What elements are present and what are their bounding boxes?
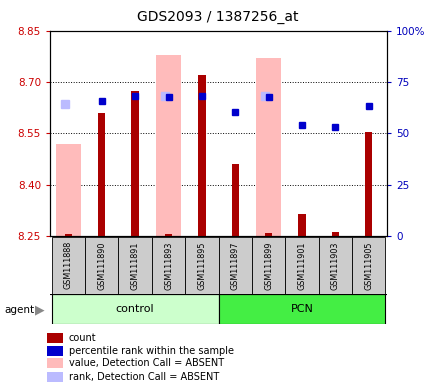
Text: percentile rank within the sample: percentile rank within the sample [69, 346, 233, 356]
Bar [185, 237, 218, 294]
Bar [351, 237, 385, 294]
Bar [118, 237, 151, 294]
Bar [151, 237, 185, 294]
Bar [256, 58, 280, 236]
Text: GSM111890: GSM111890 [97, 241, 106, 290]
Text: GSM111891: GSM111891 [130, 241, 139, 290]
Bar [264, 233, 272, 236]
Text: GSM111897: GSM111897 [230, 241, 239, 290]
Bar [156, 55, 181, 236]
Text: GSM111895: GSM111895 [197, 241, 206, 290]
Bar [164, 234, 172, 236]
Text: agent: agent [4, 305, 34, 315]
Bar [52, 237, 85, 294]
Text: GSM111905: GSM111905 [363, 241, 372, 290]
Bar [65, 234, 72, 236]
Bar [47, 346, 62, 356]
Bar [56, 144, 81, 236]
Text: GSM111888: GSM111888 [64, 241, 73, 290]
Bar [198, 75, 205, 236]
Bar [47, 358, 62, 368]
Bar [331, 232, 339, 236]
Bar [85, 237, 118, 294]
Text: GSM111899: GSM111899 [263, 241, 273, 290]
Text: GSM111893: GSM111893 [164, 241, 173, 290]
Text: ▶: ▶ [35, 303, 45, 316]
Bar [98, 113, 105, 236]
Text: GDS2093 / 1387256_at: GDS2093 / 1387256_at [136, 10, 298, 23]
Text: control: control [115, 304, 154, 314]
Text: GSM111901: GSM111901 [297, 241, 306, 290]
Bar [47, 333, 62, 343]
Text: rank, Detection Call = ABSENT: rank, Detection Call = ABSENT [69, 372, 218, 382]
Bar [47, 372, 62, 382]
Text: count: count [69, 333, 96, 343]
Text: value, Detection Call = ABSENT: value, Detection Call = ABSENT [69, 358, 223, 368]
Bar [52, 294, 218, 324]
Bar [231, 164, 238, 236]
Bar [298, 214, 305, 236]
Bar [364, 132, 372, 236]
Bar [318, 237, 351, 294]
Text: GSM111903: GSM111903 [330, 241, 339, 290]
Bar [218, 294, 385, 324]
Bar [285, 237, 318, 294]
Bar [218, 237, 251, 294]
Bar [131, 91, 138, 236]
Bar [251, 237, 285, 294]
Text: PCN: PCN [290, 304, 313, 314]
